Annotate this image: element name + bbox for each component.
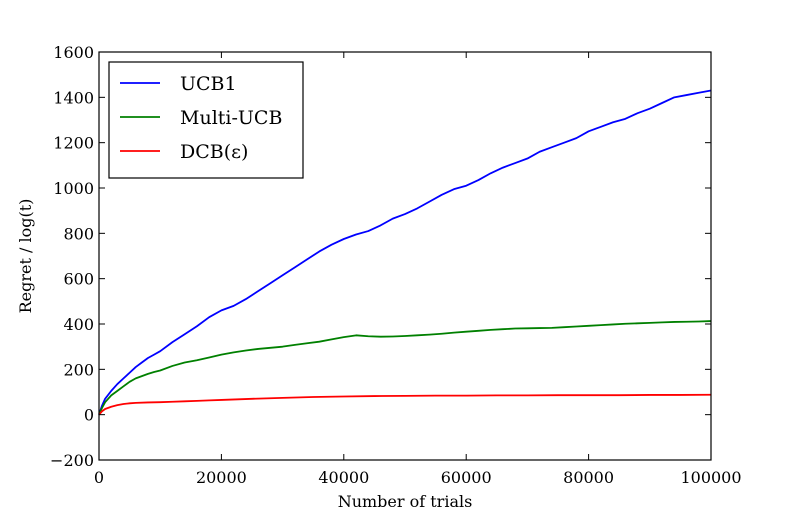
y-tick-label: 200 (63, 360, 94, 379)
legend: UCB1 Multi-UCB DCB(ε) (108, 61, 304, 179)
y-tick-label: −200 (50, 451, 94, 470)
legend-entry-ucb1: UCB1 (180, 73, 237, 95)
series-line-1 (98, 320, 712, 416)
y-tick-label: 800 (63, 224, 94, 243)
x-tick-label: 60000 (441, 468, 492, 487)
x-tick-label: 40000 (318, 468, 369, 487)
legend-entry-dcb-epsilon: DCB(ε) (180, 141, 248, 163)
y-axis-label: Regret / log(t) (16, 199, 35, 314)
legend-entry-multi-ucb: Multi-UCB (180, 107, 282, 129)
x-tick-label: 80000 (563, 468, 614, 487)
x-tick-label: 100000 (680, 468, 741, 487)
series-layer (98, 89, 712, 416)
y-tick-label: 1000 (53, 179, 94, 198)
y-tick-label: 0 (84, 406, 94, 425)
x-axis-label: Number of trials (338, 492, 473, 511)
y-tick-label: 400 (63, 315, 94, 334)
x-tick-label: 20000 (196, 468, 247, 487)
y-tick-label: 600 (63, 270, 94, 289)
series-line-0 (98, 89, 712, 415)
y-tick-label: 1200 (53, 134, 94, 153)
series-line-2 (98, 393, 712, 416)
y-tick-label: 1600 (53, 43, 94, 62)
y-tick-label: 1400 (53, 88, 94, 107)
x-tick-label: 0 (94, 468, 104, 487)
legend-box (108, 61, 304, 179)
ticks-layer: 0 20000 40000 60000 80000 100000−200020040060… (50, 43, 741, 487)
plot-area-frame (98, 51, 712, 461)
